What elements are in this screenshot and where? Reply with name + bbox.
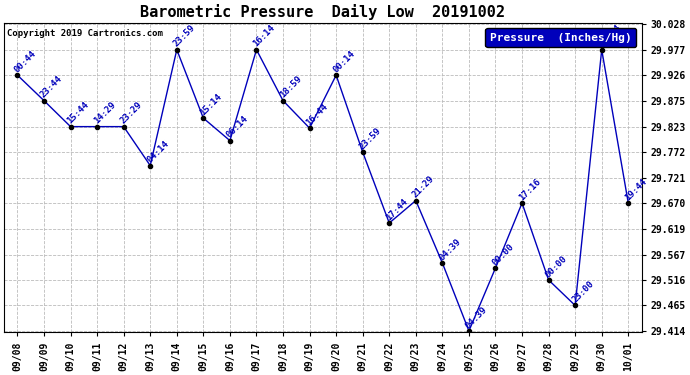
Text: 17:44: 17:44 — [384, 196, 410, 222]
Text: 00:00: 00:00 — [491, 242, 516, 267]
Text: 04:39: 04:39 — [464, 304, 489, 330]
Text: 18:59: 18:59 — [278, 74, 304, 100]
Text: 00:44: 00:44 — [12, 49, 38, 74]
Text: 15:14: 15:14 — [198, 92, 224, 117]
Text: 00:14: 00:14 — [331, 49, 357, 74]
Text: 17:16: 17:16 — [517, 177, 542, 202]
Text: 04:14: 04:14 — [145, 139, 170, 165]
Text: 23:44: 23:44 — [39, 74, 64, 100]
Text: Copyright 2019 Cartronics.com: Copyright 2019 Cartronics.com — [8, 29, 164, 38]
Text: 21:29: 21:29 — [411, 174, 436, 200]
Text: 16:14: 16:14 — [251, 23, 277, 49]
Text: 15:44: 15:44 — [66, 100, 91, 126]
Legend: Pressure  (Inches/Hg): Pressure (Inches/Hg) — [485, 28, 636, 47]
Text: 04:39: 04:39 — [437, 237, 463, 262]
Title: Barometric Pressure  Daily Low  20191002: Barometric Pressure Daily Low 20191002 — [140, 4, 505, 20]
Text: 06:14: 06:14 — [225, 114, 250, 140]
Text: 14:29: 14:29 — [92, 100, 117, 126]
Text: 23:00: 23:00 — [570, 279, 595, 304]
Text: 23:59: 23:59 — [357, 126, 383, 151]
Text: 16:44: 16:44 — [304, 102, 330, 127]
Text: 00:00: 00:00 — [544, 254, 569, 279]
Text: 19:44: 19:44 — [623, 177, 649, 202]
Text: 23:59: 23:59 — [172, 23, 197, 49]
Text: 23:29: 23:29 — [119, 100, 144, 126]
Text: 19:14: 19:14 — [597, 23, 622, 49]
